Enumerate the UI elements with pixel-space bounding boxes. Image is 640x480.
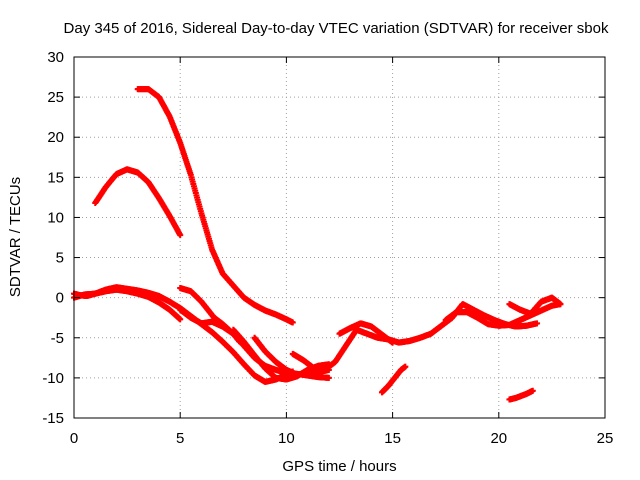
data-point bbox=[557, 301, 564, 308]
data-point bbox=[529, 387, 536, 394]
data-point bbox=[177, 316, 184, 323]
y-tick-label: -10 bbox=[42, 370, 64, 387]
series-arc-4 bbox=[134, 86, 296, 326]
series-arc-6 bbox=[177, 306, 243, 345]
series-arc-7 bbox=[230, 326, 332, 383]
x-tick-label: 10 bbox=[278, 430, 295, 447]
y-tick-label: 20 bbox=[47, 129, 64, 146]
tick-labels: 0 5 10 15 20 25 -15 -10 -5 0 5 10 15 20 25 30 bbox=[42, 49, 613, 447]
series-arc-2 bbox=[71, 286, 184, 323]
y-tick-label: 30 bbox=[47, 49, 64, 66]
x-tick-label: 0 bbox=[70, 430, 78, 447]
x-tick-label: 5 bbox=[176, 430, 184, 447]
axes bbox=[73, 56, 606, 419]
series-arc-3 bbox=[92, 166, 184, 239]
data-point bbox=[389, 339, 396, 346]
y-tick-label: 0 bbox=[56, 290, 64, 307]
series-arc-9 bbox=[289, 301, 541, 373]
y-tick-label: 25 bbox=[47, 89, 64, 106]
data-point bbox=[534, 320, 541, 327]
data-point bbox=[289, 319, 296, 326]
y-tick-label: -15 bbox=[42, 410, 64, 427]
x-tick-label: 25 bbox=[597, 430, 614, 447]
series-arc-13 bbox=[378, 363, 409, 396]
data-point bbox=[402, 363, 409, 370]
series-arc-14 bbox=[506, 387, 536, 403]
y-tick-label: 15 bbox=[47, 169, 64, 186]
data-point bbox=[177, 232, 184, 239]
series-arc-11 bbox=[442, 301, 564, 329]
y-tick-label: -5 bbox=[51, 330, 64, 347]
y-tick-label: 5 bbox=[56, 250, 64, 267]
chart-title: Day 345 of 2016, Sidereal Day-to-day VTE… bbox=[64, 20, 609, 37]
y-tick-label: 10 bbox=[47, 209, 64, 226]
x-tick-label: 20 bbox=[490, 430, 507, 447]
plot-frame bbox=[73, 56, 606, 419]
x-axis-label: GPS time / hours bbox=[282, 458, 396, 475]
y-axis-label: SDTVAR / TECUs bbox=[7, 177, 24, 297]
x-tick-label: 15 bbox=[384, 430, 401, 447]
series-arc-12 bbox=[506, 294, 564, 317]
data-series-layer bbox=[71, 86, 564, 403]
data-point bbox=[325, 374, 332, 381]
series-arc-10 bbox=[336, 320, 396, 346]
